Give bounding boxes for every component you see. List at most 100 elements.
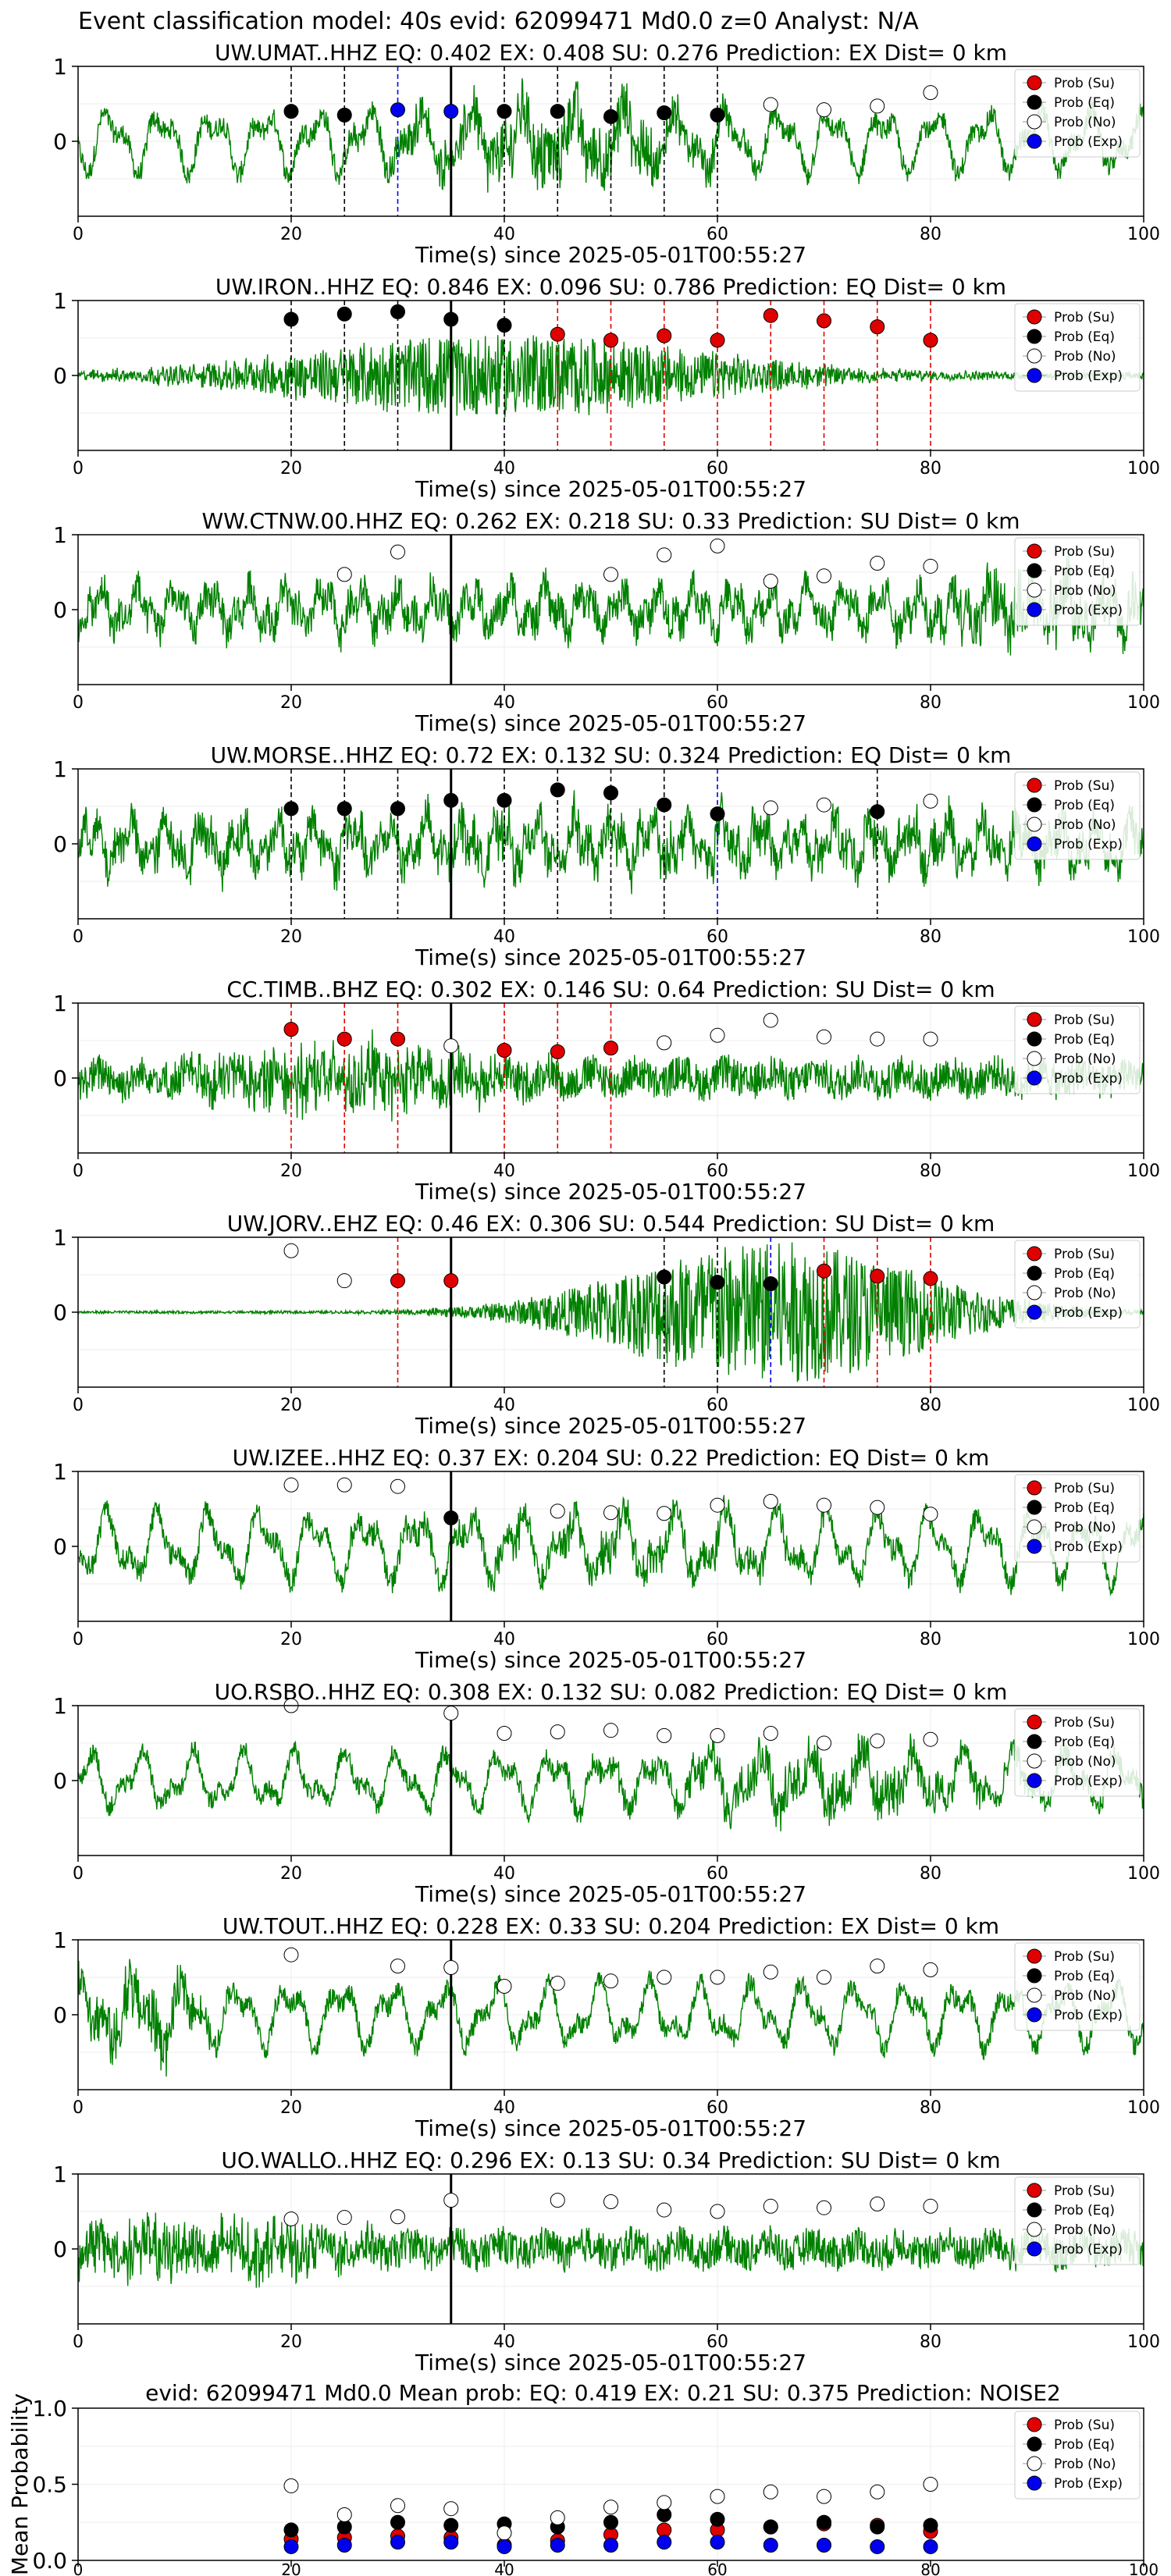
legend-label-eq: Prob (Eq) xyxy=(1054,95,1115,111)
prob-point-no xyxy=(497,1726,512,1742)
legend-label-su: Prob (Su) xyxy=(1054,76,1115,91)
y-tick-label: 0 xyxy=(53,1300,67,1325)
y-tick-label: 0 xyxy=(53,363,67,389)
legend-marker-su xyxy=(1027,1012,1042,1027)
mean-probability-panel: evid: 62099471 Md0.0 Mean prob: EQ: 0.41… xyxy=(7,2380,1159,2576)
prob-point-exp xyxy=(390,102,405,118)
station-panel: CC.TIMB..BHZ EQ: 0.302 EX: 0.146 SU: 0.6… xyxy=(53,977,1160,1204)
y-tick-label: 1 xyxy=(53,288,67,314)
legend-marker-exp xyxy=(1027,368,1042,383)
legend-box xyxy=(1014,1005,1141,1094)
x-axis-label: Time(s) since 2025-05-01T00:55:27 xyxy=(415,476,806,502)
x-tick-label: 20 xyxy=(280,1162,302,1181)
prob-point-eq xyxy=(336,107,352,123)
mean-point-no xyxy=(497,2525,512,2541)
legend-marker-su xyxy=(1027,75,1042,91)
x-tick-label: 100 xyxy=(1127,693,1160,713)
legend-marker-no xyxy=(1027,114,1042,130)
mean-point-exp xyxy=(390,2535,405,2550)
x-axis-label: Time(s) since 2025-05-01T00:55:27 xyxy=(415,1179,806,1204)
prob-point-eq xyxy=(443,311,459,327)
station-panel: UW.IZEE..HHZ EQ: 0.37 EX: 0.204 SU: 0.22… xyxy=(53,1445,1160,1673)
legend-box xyxy=(1014,1474,1141,1563)
prob-point-no xyxy=(763,800,778,816)
legend-label-exp: Prob (Exp) xyxy=(1054,134,1123,150)
legend-marker-exp xyxy=(1027,602,1042,617)
y-tick-label: 0 xyxy=(53,597,67,623)
legend-label-exp: Prob (Exp) xyxy=(1054,1071,1123,1087)
prob-point-no xyxy=(763,97,778,112)
x-tick-label: 40 xyxy=(493,2332,515,2352)
prob-point-su xyxy=(763,308,778,323)
prob-point-no xyxy=(336,567,352,582)
x-tick-label: 0 xyxy=(73,693,84,713)
y-tick-label: 0.5 xyxy=(32,2472,67,2498)
legend-label-eq: Prob (Eq) xyxy=(1054,1266,1115,1282)
legend-marker-exp xyxy=(1027,133,1042,149)
y-tick-label: 1 xyxy=(53,1225,67,1251)
prob-point-no xyxy=(390,1959,405,1974)
legend-marker-eq xyxy=(1027,1968,1042,1984)
prob-point-no xyxy=(923,1507,938,1522)
legend-marker-no xyxy=(1027,582,1042,598)
x-tick-label: 80 xyxy=(920,1162,941,1181)
legend-label-no: Prob (No) xyxy=(1054,2457,1116,2472)
legend-box xyxy=(1014,303,1141,392)
x-tick-label: 0 xyxy=(73,2560,84,2576)
legend-box xyxy=(1014,537,1141,626)
mean-point-eq xyxy=(763,2519,778,2535)
prob-point-no xyxy=(497,1979,512,1994)
x-tick-label: 80 xyxy=(920,2560,940,2576)
mean-point-exp xyxy=(283,2539,299,2554)
x-tick-label: 60 xyxy=(707,1864,728,1884)
prob-point-su xyxy=(390,1031,405,1047)
prob-point-no xyxy=(710,1727,725,1743)
x-tick-label: 100 xyxy=(1127,927,1160,947)
prob-point-no xyxy=(283,1947,299,1962)
mean-point-no xyxy=(390,2498,405,2514)
legend-marker-eq xyxy=(1027,1265,1042,1281)
prob-point-no xyxy=(763,1493,778,1509)
legend-label-no: Prob (No) xyxy=(1054,817,1116,833)
legend-label-no: Prob (No) xyxy=(1054,349,1116,365)
waveform-line xyxy=(78,78,1144,193)
prob-point-no xyxy=(657,1969,672,1985)
x-axis-label: Time(s) since 2025-05-01T00:55:27 xyxy=(415,242,806,268)
mean-point-exp xyxy=(443,2535,459,2550)
legend-marker-su xyxy=(1027,777,1042,793)
x-tick-label: 20 xyxy=(280,2098,302,2118)
prob-point-eq xyxy=(283,311,299,327)
prob-point-no xyxy=(550,1503,565,1519)
prob-point-no xyxy=(870,1733,885,1749)
mean-point-exp xyxy=(336,2538,352,2553)
x-tick-label: 100 xyxy=(1127,1630,1160,1649)
legend-label-exp: Prob (Exp) xyxy=(1054,368,1123,384)
prob-point-no xyxy=(550,1724,565,1740)
prob-point-eq xyxy=(497,318,512,333)
legend-label-eq: Prob (Eq) xyxy=(1054,2203,1115,2218)
prob-point-eq xyxy=(497,792,512,808)
legend-box xyxy=(1014,2176,1141,2265)
prob-point-eq xyxy=(283,104,299,119)
legend-box xyxy=(1014,69,1141,158)
station-panel: UW.UMAT..HHZ EQ: 0.402 EX: 0.408 SU: 0.2… xyxy=(53,40,1160,268)
legend-marker-exp xyxy=(1027,1070,1042,1086)
prob-point-no xyxy=(763,2198,778,2214)
prob-point-su xyxy=(550,326,565,342)
legend-box xyxy=(1014,2411,1141,2500)
prob-point-su xyxy=(497,1042,512,1058)
prob-point-no xyxy=(710,538,725,553)
legend-label-exp: Prob (Exp) xyxy=(1054,603,1123,618)
legend-label-no: Prob (No) xyxy=(1054,1051,1116,1067)
x-tick-label: 60 xyxy=(707,459,728,479)
x-tick-label: 80 xyxy=(920,459,941,479)
x-tick-label: 20 xyxy=(280,927,302,947)
prob-point-no xyxy=(710,2204,725,2219)
panel-title: UO.WALLO..HHZ EQ: 0.296 EX: 0.13 SU: 0.3… xyxy=(221,2147,1000,2173)
mean-point-eq xyxy=(870,2519,885,2535)
prob-point-no xyxy=(710,1497,725,1513)
x-tick-label: 0 xyxy=(73,2098,84,2118)
legend-marker-eq xyxy=(1027,1500,1042,1515)
legend-marker-no xyxy=(1027,2456,1042,2471)
prob-point-eq xyxy=(336,306,352,322)
